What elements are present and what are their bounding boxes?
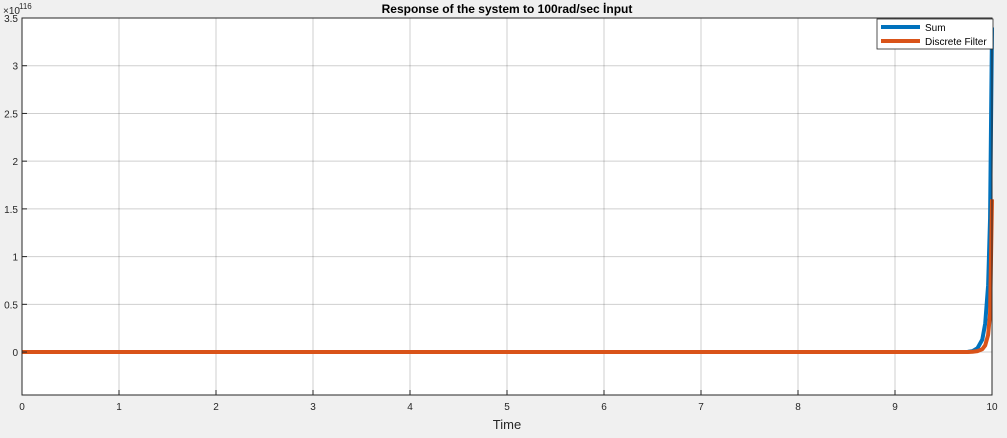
y-tick-label: 0.5 <box>4 300 18 311</box>
x-tick-label: 2 <box>213 402 219 413</box>
y-tick-label: 1 <box>12 253 18 264</box>
y-tick-label: 3.5 <box>4 14 18 25</box>
y-exponent-label: ×10 116 <box>3 2 32 17</box>
x-tick-label: 7 <box>698 402 704 413</box>
legend-label-discrete-filter: Discrete Filter <box>925 37 987 48</box>
legend: Sum Discrete Filter <box>876 18 994 50</box>
y-tick-label: 2.5 <box>4 109 18 120</box>
y-tick-label: 0 <box>12 348 18 359</box>
y-exponent-power: 116 <box>19 2 32 11</box>
x-tick-label: 0 <box>19 402 25 413</box>
series-line-discrete-filter <box>22 199 994 355</box>
y-axis-ticks: 0 0.5 1 1.5 2 2.5 3 3.5 <box>4 14 27 359</box>
series-layer <box>22 27 994 355</box>
x-tick-label: 8 <box>795 402 801 413</box>
x-tick-label: 4 <box>407 402 413 413</box>
legend-label-sum: Sum <box>925 23 946 34</box>
chart-title: Response of the system to 100rad/sec İnp… <box>382 1 633 16</box>
x-tick-label: 6 <box>601 402 607 413</box>
x-axis-ticks: 0 1 2 3 4 5 6 7 8 9 10 <box>19 390 998 413</box>
plot-area <box>21 17 993 396</box>
x-tick-label: 10 <box>986 402 998 413</box>
x-tick-label: 3 <box>310 402 316 413</box>
y-tick-label: 3 <box>12 62 18 73</box>
y-exponent-base: ×10 <box>3 6 20 17</box>
y-tick-label: 2 <box>12 157 18 168</box>
x-tick-label: 1 <box>116 402 122 413</box>
x-tick-label: 5 <box>504 402 510 413</box>
legend-box <box>876 18 994 50</box>
y-tick-label: 1.5 <box>4 205 18 216</box>
x-axis-label: Time <box>493 417 521 432</box>
x-tick-label: 9 <box>892 402 898 413</box>
